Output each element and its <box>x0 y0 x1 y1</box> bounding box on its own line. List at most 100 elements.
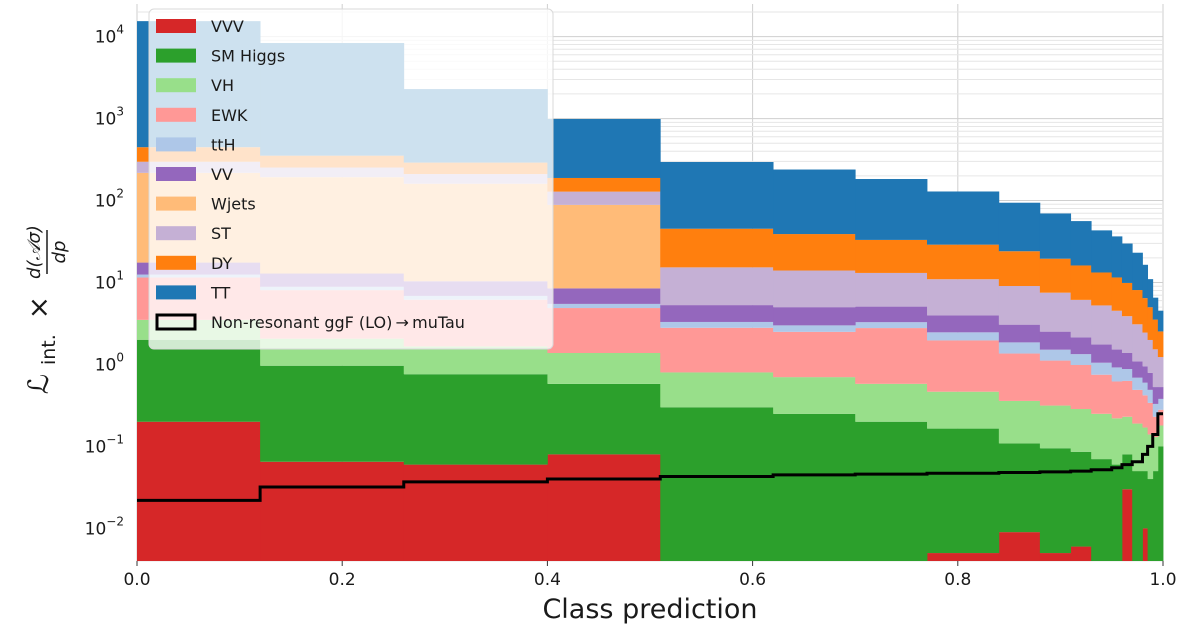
bar-vv <box>660 305 774 322</box>
bar-vh <box>1121 416 1133 455</box>
bar-vh <box>1039 405 1072 449</box>
bar-tt <box>855 179 928 240</box>
y-tick-label: 101 <box>95 269 124 294</box>
bar-tt <box>547 118 661 178</box>
bar-ewk <box>660 327 774 373</box>
y-label-lumi: ℒ <box>22 374 55 394</box>
bar-vv <box>1147 372 1154 390</box>
bar-vv <box>1070 337 1092 355</box>
legend-swatch-signal <box>155 313 197 331</box>
bar-vvv <box>137 421 261 561</box>
legend-swatch-tt <box>156 285 196 300</box>
bar-sm-higgs <box>547 383 661 455</box>
bar-tth <box>1039 349 1072 361</box>
bar-vh <box>403 346 548 375</box>
bar-tt <box>1152 297 1159 320</box>
bar-st <box>855 272 928 307</box>
bar-sm-higgs <box>1132 471 1143 561</box>
legend-label-ewk: EWK <box>211 106 248 125</box>
bar-vv <box>927 315 1000 333</box>
bar-st <box>1157 357 1164 388</box>
bar-tth <box>773 325 856 332</box>
bar-st <box>1132 324 1143 362</box>
legend-swatch-vv <box>156 167 196 181</box>
bar-sm-higgs <box>1157 446 1164 561</box>
bar-vh <box>1142 427 1149 472</box>
signal-step-line <box>137 412 1163 502</box>
bar-st <box>1091 305 1113 345</box>
bar-sm-higgs <box>1152 471 1159 561</box>
legend-label-tth: ttH <box>211 135 236 154</box>
axes: 0.0 0.2 0.4 0.6 0.8 1.0 10−2 10−1 100 101 102 103 10… <box>85 23 1177 590</box>
bar-st <box>1121 316 1133 353</box>
legend-swatch-vvv <box>156 19 196 33</box>
bar-tth <box>1111 367 1123 382</box>
bar-ewk <box>1157 409 1164 426</box>
bar-sm-higgs <box>660 407 774 561</box>
x-tick-label: 1.0 <box>1149 570 1176 590</box>
bar-dy <box>1157 331 1164 358</box>
x-tick-label: 0.6 <box>739 570 766 590</box>
legend-label-vvv: VVV <box>211 17 244 36</box>
bar-vvv <box>927 553 1000 561</box>
signal-line <box>137 412 1163 502</box>
bar-vvv <box>403 464 548 561</box>
bar-sm-higgs <box>403 374 548 465</box>
bar-sm-higgs <box>927 428 1000 554</box>
bar-tt <box>1039 213 1072 259</box>
bar-vv <box>1142 366 1149 383</box>
x-axis-label: Class prediction <box>542 594 757 625</box>
bar-vv <box>1111 349 1123 368</box>
bar-dy <box>855 239 928 273</box>
bar-vvv <box>547 454 661 561</box>
bar-vvv <box>260 461 405 561</box>
y-axis-label: ℒ int. × d(𝒜σ) dp <box>22 225 70 394</box>
bar-dy <box>773 234 856 271</box>
legend-label-vh: VH <box>211 76 234 95</box>
bar-dy <box>660 228 774 268</box>
bar-vvv <box>1142 528 1149 561</box>
bar-vv <box>547 288 661 304</box>
x-tick-label: 0.4 <box>534 570 561 590</box>
legend-swatch-sm-higgs <box>156 48 196 63</box>
bar-vh <box>1091 413 1113 460</box>
bar-tt <box>998 202 1041 252</box>
bar-st <box>927 279 1000 316</box>
bar-tth <box>1121 369 1133 381</box>
bar-tth <box>547 303 661 309</box>
bar-ewk <box>1039 360 1072 406</box>
bar-vh <box>1132 423 1143 472</box>
x-tick-label: 0.2 <box>329 570 356 590</box>
bar-st <box>1152 349 1159 388</box>
bar-sm-higgs <box>260 365 405 462</box>
y-tick-label: 100 <box>95 350 124 375</box>
y-tick-label: 10−1 <box>85 432 124 457</box>
bar-vh <box>547 352 661 384</box>
legend-label-sm-higgs: SM Higgs <box>211 47 285 66</box>
bar-sm-higgs <box>855 421 928 561</box>
bar-sm-higgs <box>773 413 856 561</box>
svg-text:ℒ int. ×: ℒ int. × <box>22 296 62 394</box>
bar-dy <box>547 177 661 192</box>
legend-label-non-resonant-ggf-lo-mutau: Non-resonant ggF (LO) → muTau <box>211 313 465 332</box>
bar-ewk <box>547 308 661 353</box>
bar-tt <box>1157 310 1164 332</box>
bar-vvv <box>998 532 1041 561</box>
bar-vh <box>1157 425 1164 447</box>
legend: VVV SM Higgs VH EWK ttH VV Wjets ST DY TT Non-reso… <box>148 8 554 350</box>
bar-st <box>998 286 1041 325</box>
legend-label-tt: TT <box>210 283 230 302</box>
bar-ewk <box>1152 416 1159 438</box>
legend-swatch-tth <box>156 137 196 152</box>
bar-sm-higgs <box>1091 459 1113 561</box>
bar-vh <box>998 400 1041 444</box>
bar-dy <box>1142 298 1149 333</box>
bar-sm-higgs <box>1147 479 1154 561</box>
bar-tth <box>1142 382 1149 396</box>
bar-vv <box>773 307 856 326</box>
bar-tth <box>998 342 1041 354</box>
y-label-frac-den: dp <box>49 241 70 264</box>
legend-swatch-vh <box>156 78 196 93</box>
